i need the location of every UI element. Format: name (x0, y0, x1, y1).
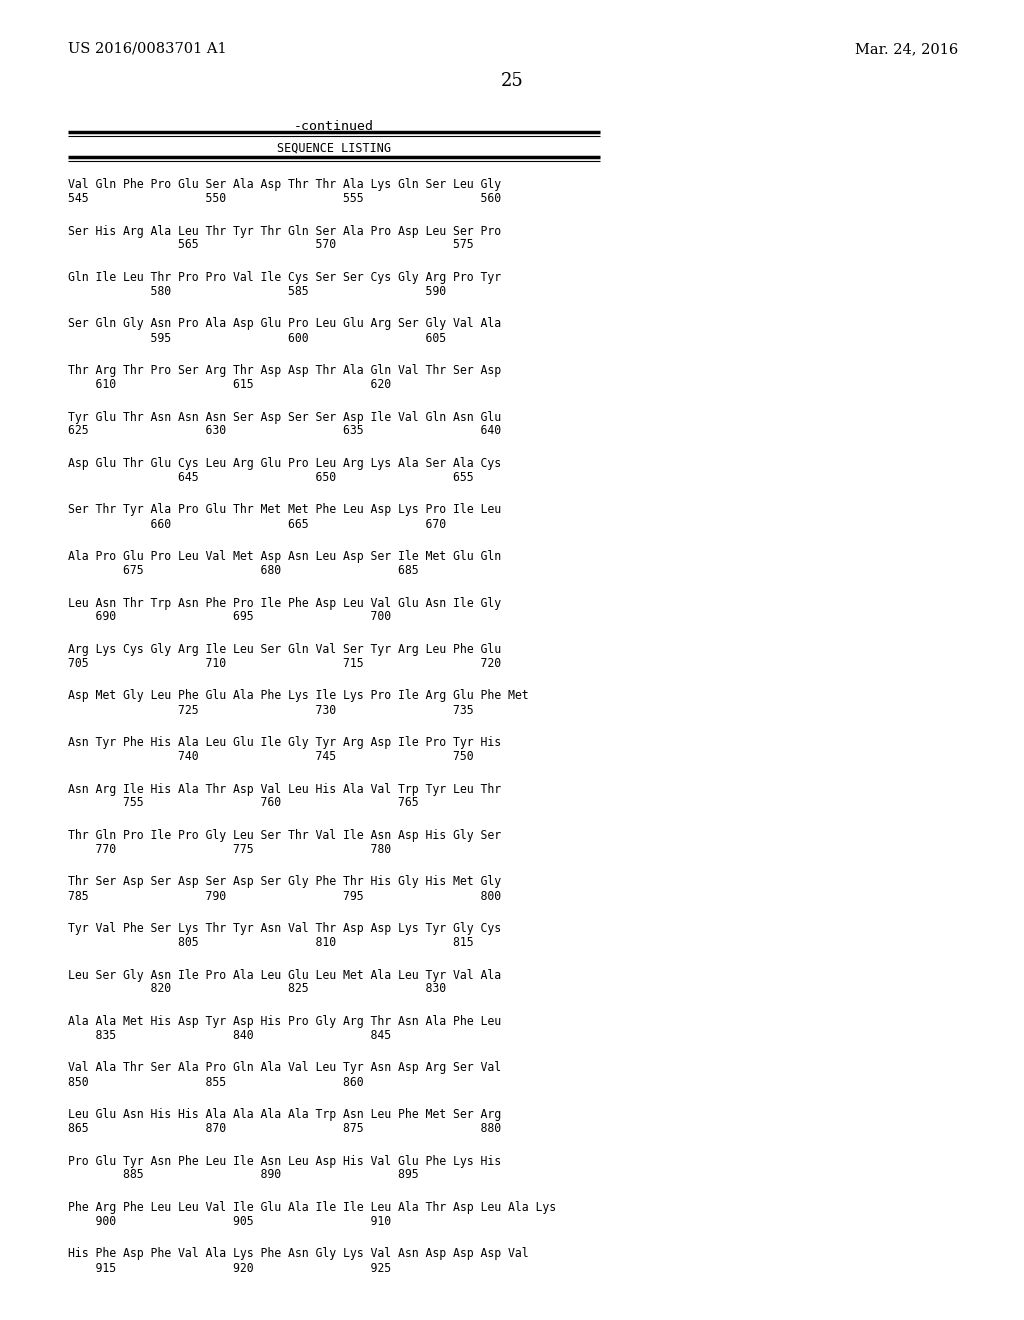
Text: 900                 905                 910: 900 905 910 (68, 1214, 391, 1228)
Text: Asn Arg Ile His Ala Thr Asp Val Leu His Ala Val Trp Tyr Leu Thr: Asn Arg Ile His Ala Thr Asp Val Leu His … (68, 783, 501, 796)
Text: Thr Gln Pro Ile Pro Gly Leu Ser Thr Val Ile Asn Asp His Gly Ser: Thr Gln Pro Ile Pro Gly Leu Ser Thr Val … (68, 829, 501, 842)
Text: 675                 680                 685: 675 680 685 (68, 564, 419, 577)
Text: Tyr Val Phe Ser Lys Thr Tyr Asn Val Thr Asp Asp Lys Tyr Gly Cys: Tyr Val Phe Ser Lys Thr Tyr Asn Val Thr … (68, 921, 501, 935)
Text: Leu Asn Thr Trp Asn Phe Pro Ile Phe Asp Leu Val Glu Asn Ile Gly: Leu Asn Thr Trp Asn Phe Pro Ile Phe Asp … (68, 597, 501, 610)
Text: Asp Met Gly Leu Phe Glu Ala Phe Lys Ile Lys Pro Ile Arg Glu Phe Met: Asp Met Gly Leu Phe Glu Ala Phe Lys Ile … (68, 689, 528, 702)
Text: 565                 570                 575: 565 570 575 (68, 239, 474, 252)
Text: Val Gln Phe Pro Glu Ser Ala Asp Thr Thr Ala Lys Gln Ser Leu Gly: Val Gln Phe Pro Glu Ser Ala Asp Thr Thr … (68, 178, 501, 191)
Text: 725                 730                 735: 725 730 735 (68, 704, 474, 717)
Text: Pro Glu Tyr Asn Phe Leu Ile Asn Leu Asp His Val Glu Phe Lys His: Pro Glu Tyr Asn Phe Leu Ile Asn Leu Asp … (68, 1155, 501, 1167)
Text: 625                 630                 635                 640: 625 630 635 640 (68, 425, 501, 437)
Text: Leu Glu Asn His His Ala Ala Ala Ala Trp Asn Leu Phe Met Ser Arg: Leu Glu Asn His His Ala Ala Ala Ala Trp … (68, 1107, 501, 1121)
Text: 785                 790                 795                 800: 785 790 795 800 (68, 890, 501, 903)
Text: 690                 695                 700: 690 695 700 (68, 610, 391, 623)
Text: 25: 25 (501, 73, 523, 90)
Text: 885                 890                 895: 885 890 895 (68, 1168, 419, 1181)
Text: Asn Tyr Phe His Ala Leu Glu Ile Gly Tyr Arg Asp Ile Pro Tyr His: Asn Tyr Phe His Ala Leu Glu Ile Gly Tyr … (68, 737, 501, 748)
Text: Ser Gln Gly Asn Pro Ala Asp Glu Pro Leu Glu Arg Ser Gly Val Ala: Ser Gln Gly Asn Pro Ala Asp Glu Pro Leu … (68, 318, 501, 330)
Text: Gln Ile Leu Thr Pro Pro Val Ile Cys Ser Ser Cys Gly Arg Pro Tyr: Gln Ile Leu Thr Pro Pro Val Ile Cys Ser … (68, 271, 501, 284)
Text: 580                 585                 590: 580 585 590 (68, 285, 446, 298)
Text: Val Ala Thr Ser Ala Pro Gln Ala Val Leu Tyr Asn Asp Arg Ser Val: Val Ala Thr Ser Ala Pro Gln Ala Val Leu … (68, 1061, 501, 1074)
Text: Ser His Arg Ala Leu Thr Tyr Thr Gln Ser Ala Pro Asp Leu Ser Pro: Ser His Arg Ala Leu Thr Tyr Thr Gln Ser … (68, 224, 501, 238)
Text: -continued: -continued (294, 120, 374, 133)
Text: US 2016/0083701 A1: US 2016/0083701 A1 (68, 42, 226, 55)
Text: 755                 760                 765: 755 760 765 (68, 796, 419, 809)
Text: 865                 870                 875                 880: 865 870 875 880 (68, 1122, 501, 1135)
Text: Ala Pro Glu Pro Leu Val Met Asp Asn Leu Asp Ser Ile Met Glu Gln: Ala Pro Glu Pro Leu Val Met Asp Asn Leu … (68, 550, 501, 564)
Text: 545                 550                 555                 560: 545 550 555 560 (68, 191, 501, 205)
Text: 805                 810                 815: 805 810 815 (68, 936, 474, 949)
Text: SEQUENCE LISTING: SEQUENCE LISTING (278, 143, 391, 154)
Text: 660                 665                 670: 660 665 670 (68, 517, 446, 531)
Text: 595                 600                 605: 595 600 605 (68, 331, 446, 345)
Text: Asp Glu Thr Glu Cys Leu Arg Glu Pro Leu Arg Lys Ala Ser Ala Cys: Asp Glu Thr Glu Cys Leu Arg Glu Pro Leu … (68, 457, 501, 470)
Text: Thr Ser Asp Ser Asp Ser Asp Ser Gly Phe Thr His Gly His Met Gly: Thr Ser Asp Ser Asp Ser Asp Ser Gly Phe … (68, 875, 501, 888)
Text: 915                 920                 925: 915 920 925 (68, 1262, 391, 1275)
Text: 820                 825                 830: 820 825 830 (68, 982, 446, 995)
Text: Leu Ser Gly Asn Ile Pro Ala Leu Glu Leu Met Ala Leu Tyr Val Ala: Leu Ser Gly Asn Ile Pro Ala Leu Glu Leu … (68, 969, 501, 982)
Text: 705                 710                 715                 720: 705 710 715 720 (68, 657, 501, 671)
Text: Arg Lys Cys Gly Arg Ile Leu Ser Gln Val Ser Tyr Arg Leu Phe Glu: Arg Lys Cys Gly Arg Ile Leu Ser Gln Val … (68, 643, 501, 656)
Text: 740                 745                 750: 740 745 750 (68, 750, 474, 763)
Text: His Phe Asp Phe Val Ala Lys Phe Asn Gly Lys Val Asn Asp Asp Asp Val: His Phe Asp Phe Val Ala Lys Phe Asn Gly … (68, 1247, 528, 1261)
Text: 850                 855                 860: 850 855 860 (68, 1076, 364, 1089)
Text: Ala Ala Met His Asp Tyr Asp His Pro Gly Arg Thr Asn Ala Phe Leu: Ala Ala Met His Asp Tyr Asp His Pro Gly … (68, 1015, 501, 1028)
Text: 610                 615                 620: 610 615 620 (68, 378, 391, 391)
Text: Phe Arg Phe Leu Leu Val Ile Glu Ala Ile Ile Leu Ala Thr Asp Leu Ala Lys: Phe Arg Phe Leu Leu Val Ile Glu Ala Ile … (68, 1201, 556, 1214)
Text: Mar. 24, 2016: Mar. 24, 2016 (855, 42, 958, 55)
Text: Tyr Glu Thr Asn Asn Asn Ser Asp Ser Ser Asp Ile Val Gln Asn Glu: Tyr Glu Thr Asn Asn Asn Ser Asp Ser Ser … (68, 411, 501, 424)
Text: 645                 650                 655: 645 650 655 (68, 471, 474, 484)
Text: Thr Arg Thr Pro Ser Arg Thr Asp Asp Thr Ala Gln Val Thr Ser Asp: Thr Arg Thr Pro Ser Arg Thr Asp Asp Thr … (68, 364, 501, 378)
Text: 770                 775                 780: 770 775 780 (68, 843, 391, 855)
Text: 835                 840                 845: 835 840 845 (68, 1030, 391, 1041)
Text: Ser Thr Tyr Ala Pro Glu Thr Met Met Phe Leu Asp Lys Pro Ile Leu: Ser Thr Tyr Ala Pro Glu Thr Met Met Phe … (68, 503, 501, 516)
